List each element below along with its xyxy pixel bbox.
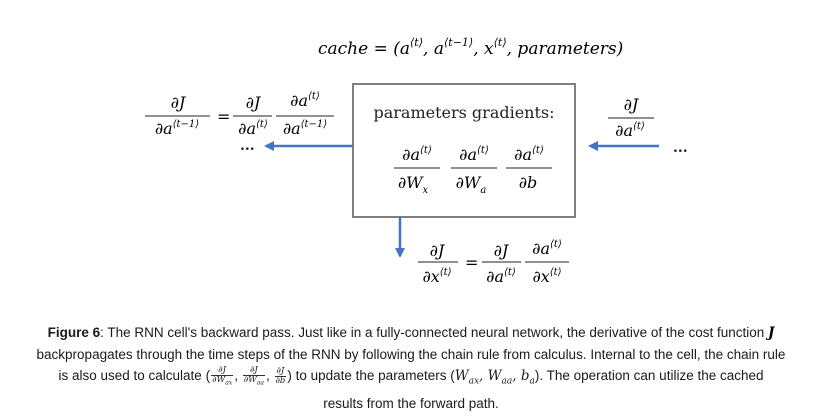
figure-caption: Figure 6: The RNN cell's backward pass. … <box>0 322 822 414</box>
svg-text:∂a⟨t⟩: ∂a⟨t⟩ <box>615 121 645 140</box>
svg-text:∂J: ∂J <box>246 93 262 112</box>
caption-text-3a: is also used to calculate ( <box>58 368 211 383</box>
svg-text:=: = <box>465 253 478 272</box>
svg-text:=: = <box>217 107 230 126</box>
bottom-equation: ∂J ∂x⟨t⟩ = ∂J ∂a⟨t⟩ ∂a⟨t⟩ ∂x⟨t⟩ <box>418 239 569 286</box>
svg-text:∂J: ∂J <box>171 93 187 112</box>
params-list: Wax, Waa, ba <box>454 368 535 387</box>
caption-text-3b: ) to update the parameters ( <box>287 368 455 383</box>
caption-line-2: backpropagates through the time steps of… <box>36 347 786 362</box>
svg-text:∂Wx: ∂Wx <box>398 173 429 196</box>
cache-label: cache = (a⟨t⟩, a⟨t−1⟩, x⟨t⟩, parameters) <box>318 36 623 59</box>
svg-text:∂J: ∂J <box>430 241 446 260</box>
caption-line-3: is also used to calculate (∂J ∂Wax, ∂J ∂Wa… <box>58 364 764 387</box>
svg-text:∂a⟨t⟩: ∂a⟨t⟩ <box>486 267 516 286</box>
right-equation: ∂J ∂a⟨t⟩ <box>608 95 654 140</box>
figure-label: Figure 6 <box>47 325 101 340</box>
box-title: parameters gradients: <box>373 103 554 122</box>
frac-waa: ∂J ∂Waa <box>242 364 265 387</box>
cost-symbol: J <box>768 325 775 341</box>
svg-text:∂x⟨t⟩: ∂x⟨t⟩ <box>532 267 561 286</box>
svg-text:cache = (a⟨t⟩, a⟨t−1⟩, x⟨t⟩, p: cache = (a⟨t⟩, a⟨t−1⟩, x⟨t⟩, parameters) <box>318 36 623 59</box>
dots-left: ... <box>240 138 255 154</box>
caption-line-4: results from the forward path. <box>323 395 499 411</box>
left-equation: ∂J ∂a⟨t−1⟩ = ∂J ∂a⟨t⟩ ∂a⟨t⟩ ∂a⟨t−1⟩ <box>145 91 334 138</box>
parameters-box <box>352 83 576 218</box>
frac-wax: ∂J ∂Wax <box>211 364 234 387</box>
dots-right: ... <box>673 140 688 156</box>
svg-text:∂a⟨t⟩: ∂a⟨t⟩ <box>290 91 320 110</box>
rnn-backward-diagram: cache = (a⟨t⟩, a⟨t−1⟩, x⟨t⟩, parameters)… <box>145 36 688 286</box>
svg-text:∂a⟨t⟩: ∂a⟨t⟩ <box>238 119 268 138</box>
svg-text:∂a⟨t⟩: ∂a⟨t⟩ <box>532 239 562 258</box>
caption-text-1: : The RNN cell's backward pass. Just lik… <box>100 325 765 340</box>
svg-text:∂a⟨t−1⟩: ∂a⟨t−1⟩ <box>155 119 199 138</box>
svg-text:∂J: ∂J <box>624 95 640 114</box>
svg-text:∂b: ∂b <box>519 173 538 192</box>
svg-text:∂Wa: ∂Wa <box>456 173 487 196</box>
caption-text-3c: ). The operation can utilize the cached <box>534 368 764 383</box>
svg-text:∂x⟨t⟩: ∂x⟨t⟩ <box>422 267 451 286</box>
caption-line-1: Figure 6: The RNN cell's backward pass. … <box>0 322 822 344</box>
svg-text:∂J: ∂J <box>494 241 510 260</box>
frac-b: ∂J ∂b <box>274 365 287 386</box>
svg-text:∂a⟨t−1⟩: ∂a⟨t−1⟩ <box>283 119 327 138</box>
